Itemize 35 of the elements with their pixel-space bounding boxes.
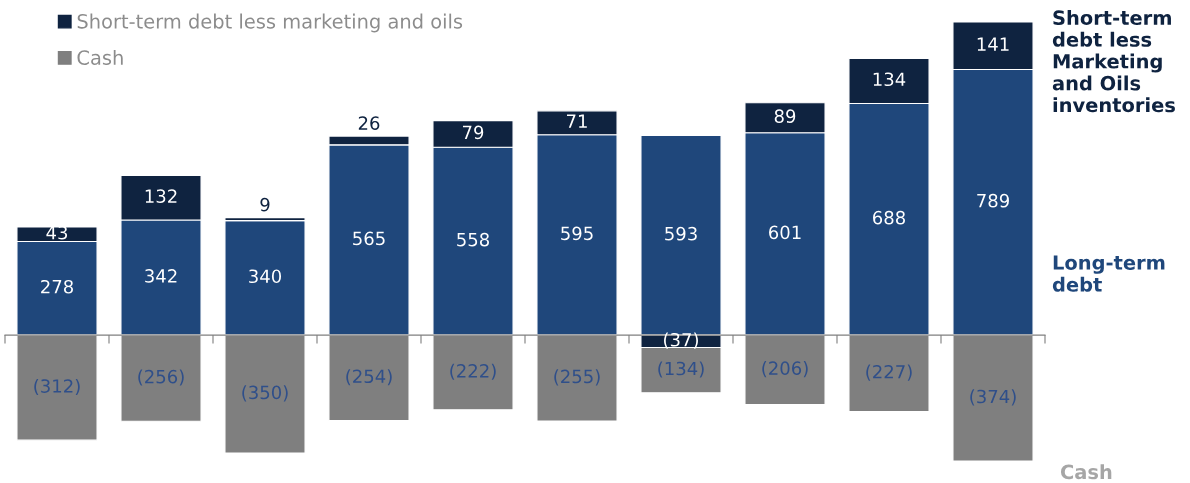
- data-label: 593: [665, 226, 697, 241]
- data-label: 26: [358, 116, 380, 130]
- data-label: 565: [353, 231, 385, 246]
- data-label: (222): [450, 363, 496, 380]
- data-label: 9: [260, 197, 270, 212]
- data-label: 89: [774, 109, 796, 123]
- data-label: 558: [457, 232, 489, 247]
- data-label: (256): [138, 369, 184, 386]
- data-label: (374): [970, 389, 1016, 406]
- data-label: (350): [242, 385, 288, 402]
- data-label: 79: [462, 125, 484, 140]
- data-label: 134: [873, 72, 906, 87]
- data-label: 71: [566, 114, 587, 128]
- data-label: 595: [561, 226, 593, 241]
- legend-label: Cash: [77, 49, 123, 65]
- data-label: 132: [145, 189, 177, 203]
- text: Cash: [1060, 464, 1112, 480]
- data-label: 342: [145, 269, 177, 283]
- data-label: (312): [34, 378, 80, 395]
- data-label: 340: [249, 269, 282, 284]
- data-label: 141: [977, 37, 1009, 51]
- text: Long-term debt: [1052, 255, 1165, 292]
- data-label: (134): [658, 361, 704, 378]
- data-label: (206): [762, 361, 808, 378]
- legend-label: Short-term debt less marketing and oils: [77, 13, 463, 33]
- data-label: 278: [41, 279, 73, 294]
- bar: [224, 220, 306, 336]
- data-label: (37): [664, 332, 698, 349]
- data-label: 688: [873, 210, 905, 225]
- data-label: 789: [977, 193, 1009, 208]
- text: Short-term debt less Marketing and Oils inventories: [1052, 10, 1175, 113]
- data-label: (227): [866, 364, 912, 381]
- data-label: (255): [554, 369, 600, 386]
- data-label: 601: [769, 225, 801, 240]
- data-label: (254): [346, 369, 392, 386]
